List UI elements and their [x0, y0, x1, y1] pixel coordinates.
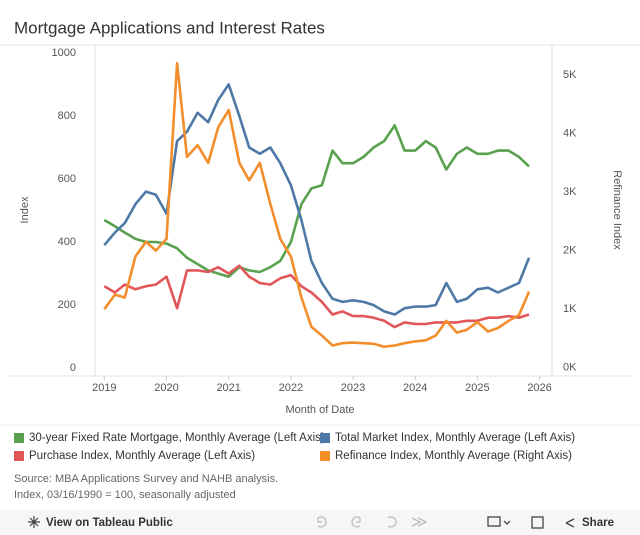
x-tick-label: 2024: [403, 382, 427, 394]
legend-label: 30-year Fixed Rate Mortgage, Monthly Ave…: [29, 432, 325, 444]
legend-label: Total Market Index, Monthly Average (Lef…: [335, 432, 575, 444]
y-axis-label: Index: [19, 196, 31, 223]
legend-label: Refinance Index, Monthly Average (Right …: [335, 450, 572, 462]
x-tick-label: 2022: [279, 382, 303, 394]
series-line: [103, 264, 530, 329]
y2-tick-label: 2K: [563, 245, 577, 257]
y2-tick-label: 4K: [563, 127, 577, 139]
y2-tick-label: 1K: [563, 303, 577, 315]
source-note: Index, 03/16/1990 = 100, seasonally adju…: [14, 489, 236, 501]
share-icon[interactable]: [565, 518, 575, 528]
y2-tick-label: 0K: [563, 362, 577, 374]
legend-swatch: [320, 451, 330, 461]
y2-tick-label: 5K: [563, 69, 577, 81]
y-tick-label: 0: [70, 362, 76, 374]
x-tick-label: 2025: [465, 382, 489, 394]
fullscreen-icon[interactable]: [531, 516, 544, 529]
y2-tick-label: 3K: [563, 186, 577, 198]
tableau-icon: [28, 516, 40, 528]
y-tick-label: 200: [58, 299, 76, 311]
device-icon[interactable]: [487, 516, 501, 527]
dropdown-icon[interactable]: [503, 520, 511, 525]
y-tick-label: 1000: [52, 47, 76, 59]
y-tick-label: 400: [58, 236, 76, 248]
redo-icon[interactable]: [351, 516, 361, 528]
x-axis-label: Month of Date: [285, 404, 354, 416]
legend-swatch: [14, 433, 24, 443]
share-button[interactable]: Share: [582, 517, 614, 529]
legend-label: Purchase Index, Monthly Average (Left Ax…: [29, 450, 255, 462]
x-tick-label: 2021: [216, 382, 240, 394]
chart-title: Mortgage Applications and Interest Rates: [14, 18, 325, 37]
source-note: Source: MBA Applications Survey and NAHB…: [14, 473, 278, 485]
pause-icon[interactable]: [411, 517, 428, 527]
view-link[interactable]: View on Tableau Public: [46, 517, 173, 529]
legend-swatch: [320, 433, 330, 443]
series-line: [103, 61, 531, 348]
x-tick-label: 2023: [341, 382, 365, 394]
x-tick-label: 2026: [527, 382, 551, 394]
y-tick-label: 600: [58, 173, 76, 185]
y-tick-label: 800: [58, 110, 76, 122]
legend-swatch: [14, 451, 24, 461]
x-tick-label: 2020: [154, 382, 178, 394]
series-line: [103, 83, 531, 316]
undo-icon[interactable]: [317, 516, 327, 528]
y2-axis-label: Refinance Index: [611, 170, 623, 250]
toolbar-view[interactable]: View on Tableau Public: [28, 516, 173, 529]
series-line: [103, 124, 530, 278]
revert-icon[interactable]: [387, 516, 397, 528]
x-tick-label: 2019: [92, 382, 116, 394]
